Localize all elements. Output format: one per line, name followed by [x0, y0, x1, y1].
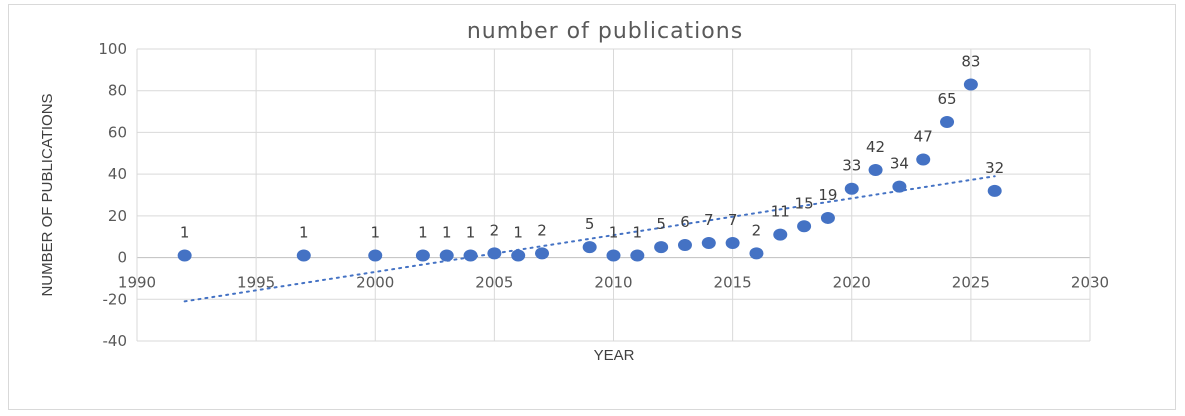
data-label: 2: [752, 221, 762, 239]
y-tick-label: 20: [108, 207, 127, 225]
data-label: 1: [180, 223, 190, 241]
y-tick-label: 40: [108, 165, 127, 183]
gridlines: [136, 48, 1091, 342]
data-point: [725, 236, 740, 249]
data-point: [511, 249, 526, 262]
x-axis-title: YEAR: [594, 347, 635, 364]
data-label: 1: [299, 223, 309, 241]
x-tick-label: 2015: [714, 274, 752, 292]
data-point: [463, 249, 478, 262]
axis-ticks: 100 80 60 40 20 0 -20 -40 1990 1995 2000 2005 2010 20…: [98, 40, 1109, 350]
data-point: [701, 236, 716, 249]
data-point: [844, 182, 859, 195]
data-label: 1: [370, 223, 380, 241]
data-label: 1: [513, 223, 523, 241]
data-label: 5: [656, 215, 666, 233]
x-tick-label: 1995: [237, 274, 275, 292]
data-label: 83: [961, 52, 980, 70]
data-label: 7: [704, 211, 714, 229]
data-point: [368, 249, 383, 262]
data-point: [177, 249, 192, 262]
data-label: 47: [914, 128, 933, 146]
data-label: 1: [442, 223, 452, 241]
data-point: [582, 241, 597, 254]
x-tick-label: 1990: [118, 274, 156, 292]
data-point: [963, 78, 978, 91]
x-tick-label: 2030: [1071, 274, 1109, 292]
data-point: [654, 241, 669, 254]
x-tick-label: 2025: [952, 274, 990, 292]
data-label: 2: [537, 221, 547, 239]
data-point: [606, 249, 621, 262]
data-label: 15: [795, 194, 814, 212]
x-tick-label: 2005: [475, 274, 513, 292]
data-label: 42: [866, 138, 885, 156]
data-point: [487, 247, 502, 260]
data-point: [987, 184, 1002, 197]
y-tick-label: 100: [98, 40, 127, 58]
chart-title: number of publications: [467, 19, 743, 44]
data-label: 1: [466, 223, 476, 241]
data-point: [940, 116, 955, 128]
data-label: 34: [890, 155, 909, 173]
x-tick-label: 2020: [833, 274, 871, 292]
data-point: [797, 220, 812, 233]
y-tick-label: 60: [108, 123, 127, 141]
chart-frame: [8, 4, 1176, 410]
data-label: 5: [585, 215, 595, 233]
data-label: 11: [771, 203, 790, 221]
data-point: [630, 249, 645, 262]
data-points: [177, 78, 1002, 262]
data-point: [892, 180, 907, 193]
data-label: 1: [418, 223, 428, 241]
data-label: 2: [490, 221, 500, 239]
x-tick-label: 2000: [356, 274, 394, 292]
data-point: [916, 153, 931, 166]
data-point: [415, 249, 430, 262]
x-tick-label: 2010: [594, 274, 632, 292]
data-label: 32: [985, 159, 1004, 177]
data-point: [820, 211, 835, 224]
data-label: 7: [728, 211, 738, 229]
data-label: 1: [633, 223, 643, 241]
data-label: 19: [818, 186, 837, 204]
data-point: [296, 249, 311, 262]
y-axis-title: NUMBER OF PUBLICATIONS: [39, 93, 56, 296]
y-tick-label: -40: [103, 332, 128, 350]
data-point: [749, 247, 764, 260]
data-point: [677, 239, 692, 252]
data-label: 65: [938, 90, 957, 108]
data-point: [868, 163, 883, 176]
data-label: 1: [609, 223, 619, 241]
y-tick-label: -20: [103, 290, 128, 308]
data-label: 6: [680, 213, 690, 231]
data-point: [773, 228, 788, 241]
data-point: [535, 247, 550, 260]
y-tick-label: 0: [117, 249, 127, 267]
data-label: 33: [842, 157, 861, 175]
y-tick-label: 80: [108, 82, 127, 100]
data-point: [439, 249, 454, 262]
